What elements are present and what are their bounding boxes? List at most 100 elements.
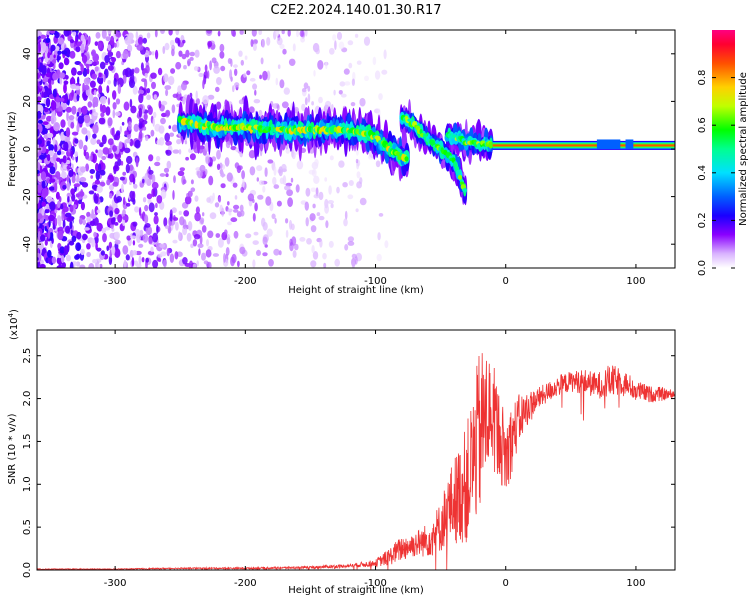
spectrogram-noise-cell: [171, 207, 177, 214]
spectrogram-noise-cell: [178, 231, 181, 241]
snr-y-ticks: 0.0 0.5 1.0 1.5 2.0 2.5: [22, 348, 675, 578]
spectrogram-noise-cell: [78, 217, 83, 225]
spectrogram-noise-cell: [283, 87, 290, 95]
spectrogram-noise-cell: [139, 182, 145, 188]
spectrogram-noise-cell: [237, 260, 240, 268]
spectrogram-noise-cell: [71, 76, 75, 86]
spectrogram-noise-cell: [328, 185, 332, 195]
spectrogram-steady-bump: [625, 139, 634, 149]
spectrogram-noise-cell: [115, 50, 121, 59]
spectrogram-noise-cell: [37, 161, 41, 169]
spectrogram-noise-cell: [132, 221, 138, 227]
spectrogram-noise-cell: [90, 137, 97, 145]
spectrogram-noise-cell: [292, 43, 296, 52]
spectrogram-noise-cell: [41, 201, 47, 207]
spectrogram-noise-cell: [60, 203, 64, 210]
spectrogram-noise-cell: [52, 137, 56, 145]
spectrogram-noise-cell: [86, 251, 91, 258]
spectrogram-noise-cell: [95, 32, 101, 39]
spectrogram-noise-cell: [142, 37, 147, 44]
spectrogram-noise-cell: [128, 50, 131, 58]
spectrogram-noise-cell: [44, 215, 50, 221]
spectrogram-noise-cell: [54, 217, 58, 227]
spectrogram-noise-cell: [193, 234, 201, 240]
spectrogram-upper-branch: [488, 141, 494, 149]
spectrogram-noise-cell: [165, 109, 171, 117]
spectrogram-noise-cell: [315, 47, 320, 55]
spectrogram-noise-cell: [377, 232, 381, 241]
spectrogram-noise-cell: [330, 203, 334, 209]
spectrogram-noise-cell: [178, 50, 183, 57]
spectrogram-noise-cell: [281, 30, 285, 35]
spectrogram-noise-cell: [71, 131, 79, 136]
spectrogram-noise-cell: [148, 154, 154, 162]
spectrogram-noise-cell: [83, 114, 91, 124]
spectrogram-noise-cell: [219, 51, 225, 59]
spectrogram-noise-cell: [74, 254, 80, 260]
colorbar-label: Normalized spectral amplitude: [738, 72, 749, 226]
spectrogram-noise-cell: [146, 193, 153, 200]
snr-multiplier-label: (x104): [7, 309, 20, 340]
spectrogram-noise-cell: [162, 259, 167, 268]
spectrogram-noise-cell: [225, 140, 231, 149]
spectrogram-noise-cell: [224, 229, 228, 235]
spectrogram-noise-cell: [134, 67, 140, 74]
spectrogram-noise-cell: [90, 175, 94, 179]
spectrogram-noise-cell: [40, 196, 44, 202]
spectrogram-noise-cell: [129, 138, 134, 147]
spectrogram-noise-cell: [227, 58, 232, 64]
spectrogram-noise-cell: [138, 130, 143, 139]
spectrogram-noise-cell: [99, 263, 103, 268]
spectrogram-noise-cell: [38, 42, 41, 52]
spectrogram-noise-cell: [329, 155, 334, 161]
spectrogram-noise-cell: [116, 31, 122, 38]
spectrogram-noise-cell: [311, 101, 314, 106]
spectrogram-noise-cell: [254, 202, 258, 212]
spectrogram-noise-cell: [204, 168, 208, 176]
spectrogram-noise-cell: [146, 32, 151, 39]
spectrogram-noise-cell: [123, 259, 127, 268]
spectrogram-noise-cell: [41, 188, 49, 197]
spectrogram-noise-cell: [157, 258, 162, 262]
spectrogram-noise-cell: [115, 98, 121, 105]
spectrogram-noise-cell: [111, 127, 115, 137]
spectrogram-noise-cell: [212, 253, 219, 257]
spectrogram-noise-cell: [333, 89, 336, 96]
spectrogram-noise-cell: [177, 85, 182, 95]
spectrogram-noise-cell: [142, 233, 149, 243]
spectrogram-noise-cell: [160, 251, 167, 257]
spectrogram-noise-cell: [253, 231, 259, 236]
spectrogram-noise-cell: [304, 97, 308, 106]
spectrogram-noise-cell: [152, 117, 155, 127]
spectrogram-noise-cell: [256, 249, 261, 256]
spectrogram-noise-cell: [138, 121, 143, 129]
spectrogram-noise-cell: [105, 106, 111, 116]
spectrogram-noise-cell: [70, 150, 73, 159]
spectrogram-noise-cell: [101, 227, 107, 234]
y-tick-label: 2.5: [22, 348, 33, 364]
spectrogram-noise-cell: [98, 78, 104, 85]
spectrogram-noise-cell: [166, 160, 172, 169]
spectrogram-noise-cell: [378, 213, 384, 217]
spectrogram-noise-cell: [363, 36, 371, 46]
spectrogram-noise-cell: [151, 174, 156, 184]
spectrogram-noise-cell: [172, 239, 178, 244]
spectrogram-noise-cell: [97, 93, 101, 98]
spectrogram-secondary-trace: [460, 181, 465, 185]
spectrogram-noise-cell: [195, 206, 200, 214]
spectrogram-noise-cell: [285, 218, 289, 224]
spectrogram-noise-cell: [76, 123, 80, 133]
spectrogram-noise-cell: [186, 232, 192, 242]
colorbar-tick-label: 0.0: [697, 260, 708, 276]
spectrogram-noise-cell: [61, 213, 64, 222]
spectrogram-noise-cell: [141, 257, 145, 263]
spectrogram-noise-cell: [249, 166, 256, 176]
spectrogram-noise-cell: [146, 94, 152, 101]
spectrogram-noise-cell: [168, 75, 175, 86]
spectrogram-noise-cell: [105, 36, 111, 42]
spectrogram-noise-cell: [50, 117, 55, 125]
spectrogram-noise-cell: [292, 250, 297, 258]
spectrogram-noise-cell: [143, 113, 148, 121]
spectrogram-noise-cell: [83, 144, 88, 152]
spectrogram-noise-cell: [287, 197, 293, 208]
